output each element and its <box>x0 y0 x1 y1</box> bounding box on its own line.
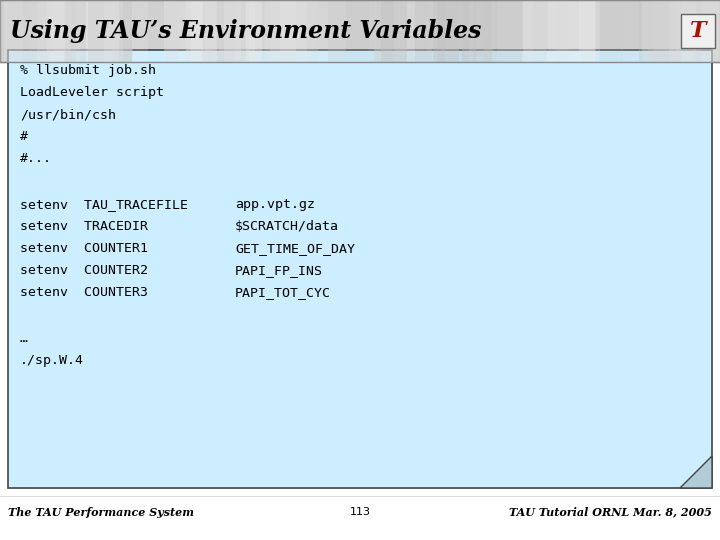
Bar <box>4 0 23 62</box>
Text: setenv  COUNTER1: setenv COUNTER1 <box>20 242 148 255</box>
FancyBboxPatch shape <box>0 0 720 62</box>
Bar <box>374 0 432 62</box>
Bar <box>234 0 296 62</box>
Bar <box>219 0 265 62</box>
Bar <box>270 0 346 62</box>
Bar <box>648 0 702 62</box>
Text: % llsubmit job.sh: % llsubmit job.sh <box>20 64 156 77</box>
Bar <box>54 0 132 62</box>
Bar <box>693 0 719 62</box>
Bar <box>654 0 680 62</box>
Bar <box>186 0 242 62</box>
Bar <box>599 0 623 62</box>
Text: setenv  COUNTER2: setenv COUNTER2 <box>20 264 148 277</box>
Bar <box>433 0 492 62</box>
Bar <box>37 0 65 62</box>
Bar <box>469 0 493 62</box>
Bar <box>436 0 445 62</box>
Bar <box>86 0 119 62</box>
Bar <box>441 0 459 62</box>
Bar <box>205 0 216 62</box>
Text: setenv  TRACEDIR: setenv TRACEDIR <box>20 220 148 233</box>
Bar <box>621 0 675 62</box>
Text: ./sp.W.4: ./sp.W.4 <box>20 354 84 367</box>
Bar <box>202 0 249 62</box>
Bar <box>415 0 459 62</box>
Polygon shape <box>680 456 712 488</box>
FancyBboxPatch shape <box>8 50 712 488</box>
Bar <box>47 0 123 62</box>
Bar <box>220 0 234 62</box>
Bar <box>369 0 393 62</box>
Text: T: T <box>690 20 706 42</box>
Bar <box>265 0 318 62</box>
Bar <box>394 0 415 62</box>
Text: …: … <box>20 333 28 346</box>
Bar <box>4 0 71 62</box>
Bar <box>30 0 80 62</box>
Bar <box>280 0 307 62</box>
Bar <box>426 0 438 62</box>
Bar <box>555 0 569 62</box>
Text: TAU Tutorial ORNL Mar. 8, 2005: TAU Tutorial ORNL Mar. 8, 2005 <box>509 507 712 517</box>
Text: Using TAU’s Environment Variables: Using TAU’s Environment Variables <box>10 19 482 43</box>
Bar <box>186 0 241 62</box>
Bar <box>548 0 596 62</box>
Bar <box>104 0 148 62</box>
Text: $SCRATCH/data: $SCRATCH/data <box>235 220 339 233</box>
FancyBboxPatch shape <box>681 14 715 48</box>
Bar <box>579 0 600 62</box>
Text: #...: #... <box>20 152 52 165</box>
Bar <box>523 0 595 62</box>
Text: setenv  COUNTER3: setenv COUNTER3 <box>20 286 148 299</box>
Text: LoadLeveler script: LoadLeveler script <box>20 86 164 99</box>
Text: app.vpt.gz: app.vpt.gz <box>235 198 315 211</box>
Bar <box>676 0 720 62</box>
Bar <box>474 0 523 62</box>
Bar <box>639 0 681 62</box>
Bar <box>112 0 132 62</box>
Bar <box>65 0 133 62</box>
Bar <box>202 0 212 62</box>
Text: /usr/bin/csh: /usr/bin/csh <box>20 108 116 121</box>
Bar <box>165 0 179 62</box>
Bar <box>462 0 477 62</box>
Bar <box>484 0 546 62</box>
Bar <box>382 0 407 62</box>
Bar <box>246 0 262 62</box>
Bar <box>581 0 654 62</box>
Bar <box>164 0 203 62</box>
Bar <box>670 0 720 62</box>
Bar <box>5 0 50 62</box>
Bar <box>63 0 86 62</box>
Text: The TAU Performance System: The TAU Performance System <box>8 507 194 517</box>
Bar <box>377 0 415 62</box>
Text: #: # <box>20 130 28 143</box>
Bar <box>498 0 534 62</box>
Text: 113: 113 <box>349 507 371 517</box>
Bar <box>22 0 76 62</box>
Text: PAPI_TOT_CYC: PAPI_TOT_CYC <box>235 286 331 299</box>
Text: setenv  TAU_TRACEFILE: setenv TAU_TRACEFILE <box>20 198 188 211</box>
Bar <box>88 0 132 62</box>
Bar <box>224 0 256 62</box>
Bar <box>328 0 393 62</box>
Text: PAPI_FP_INS: PAPI_FP_INS <box>235 264 323 277</box>
Bar <box>642 0 696 62</box>
Bar <box>191 0 217 62</box>
Text: GET_TIME_OF_DAY: GET_TIME_OF_DAY <box>235 242 355 255</box>
